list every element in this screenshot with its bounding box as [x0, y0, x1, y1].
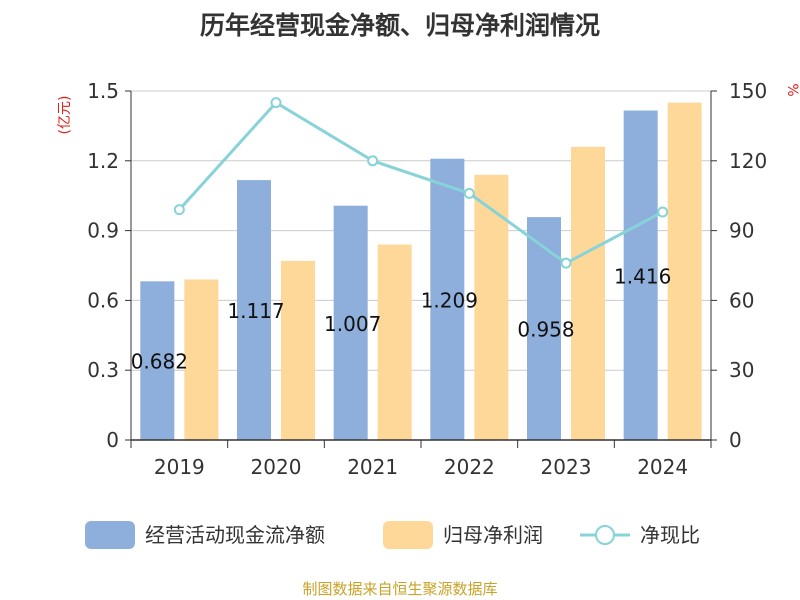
right-tick-label: 120 — [729, 149, 767, 173]
left-tick-label: 1.5 — [87, 79, 119, 103]
bar-net-profit — [667, 102, 702, 440]
bar-net-profit — [377, 244, 412, 440]
value-label: 1.209 — [421, 288, 478, 312]
left-tick-label: 0.6 — [87, 288, 119, 312]
bar-net-profit — [184, 279, 219, 440]
right-tick-label: 90 — [729, 219, 754, 243]
x-tick-label: 2019 — [154, 455, 205, 479]
bar-cashflow — [430, 158, 465, 440]
bar-cashflow — [623, 110, 658, 440]
ratio-line — [173, 97, 669, 269]
left-axis-unit: (亿元) — [57, 96, 73, 135]
value-label: 0.682 — [131, 350, 188, 374]
legend-swatch-cashflow — [85, 521, 135, 549]
right-tick-label: 60 — [729, 288, 754, 312]
x-tick-label: 2022 — [444, 455, 495, 479]
x-tick-label: 2020 — [251, 455, 302, 479]
left-tick-label: 0.3 — [87, 358, 119, 382]
x-tick-label: 2024 — [637, 455, 688, 479]
source-note: 制图数据来自恒生聚源数据库 — [302, 580, 498, 598]
ratio-point — [173, 204, 185, 216]
ratio-point — [270, 97, 282, 109]
right-tick-label: 30 — [729, 358, 754, 382]
bar-net-profit — [474, 174, 509, 440]
right-axis-unit: % — [784, 83, 800, 96]
legend-swatch-net-profit — [383, 521, 433, 549]
ratio-point — [560, 257, 572, 269]
value-label: 0.958 — [517, 318, 574, 342]
legend-swatch-ratio-marker — [595, 525, 615, 545]
axes: 0 0.3 0.6 0.9 1.2 1.5 0 30 60 90 120 150 (亿元)% 2019 20… — [57, 79, 800, 479]
value-label: 1.117 — [227, 299, 284, 323]
ratio-point — [463, 187, 475, 199]
chart-title: 历年经营现金净额、归母净利润情况 — [199, 11, 600, 40]
ratio-polyline — [178, 100, 664, 265]
bar-cashflow — [140, 281, 175, 440]
bar-cashflow — [333, 205, 368, 440]
bar-net-profit — [281, 260, 315, 440]
legend[interactable]: 经营活动现金流净额 归母净利润 净现比 — [85, 521, 700, 549]
ratio-point — [657, 206, 669, 218]
value-label: 1.416 — [614, 264, 671, 288]
bar-cashflow — [237, 180, 271, 440]
left-tick-label: 0 — [106, 428, 119, 452]
value-label: 1.007 — [324, 312, 381, 336]
bar-net-profit — [571, 146, 605, 440]
bars — [140, 102, 702, 440]
x-tick-label: 2023 — [541, 455, 592, 479]
ratio-point — [367, 155, 379, 167]
left-tick-label: 0.9 — [87, 219, 119, 243]
legend-label-ratio: 净现比 — [640, 523, 700, 547]
legend-label-cashflow: 经营活动现金流净额 — [145, 523, 325, 547]
right-tick-label: 0 — [729, 428, 742, 452]
value-labels: 0.682 1.117 1.007 1.209 0.958 1.416 — [131, 264, 672, 373]
left-tick-label: 1.2 — [87, 149, 119, 173]
right-tick-label: 150 — [729, 79, 767, 103]
legend-label-net-profit: 归母净利润 — [443, 523, 543, 547]
x-tick-label: 2021 — [347, 455, 398, 479]
